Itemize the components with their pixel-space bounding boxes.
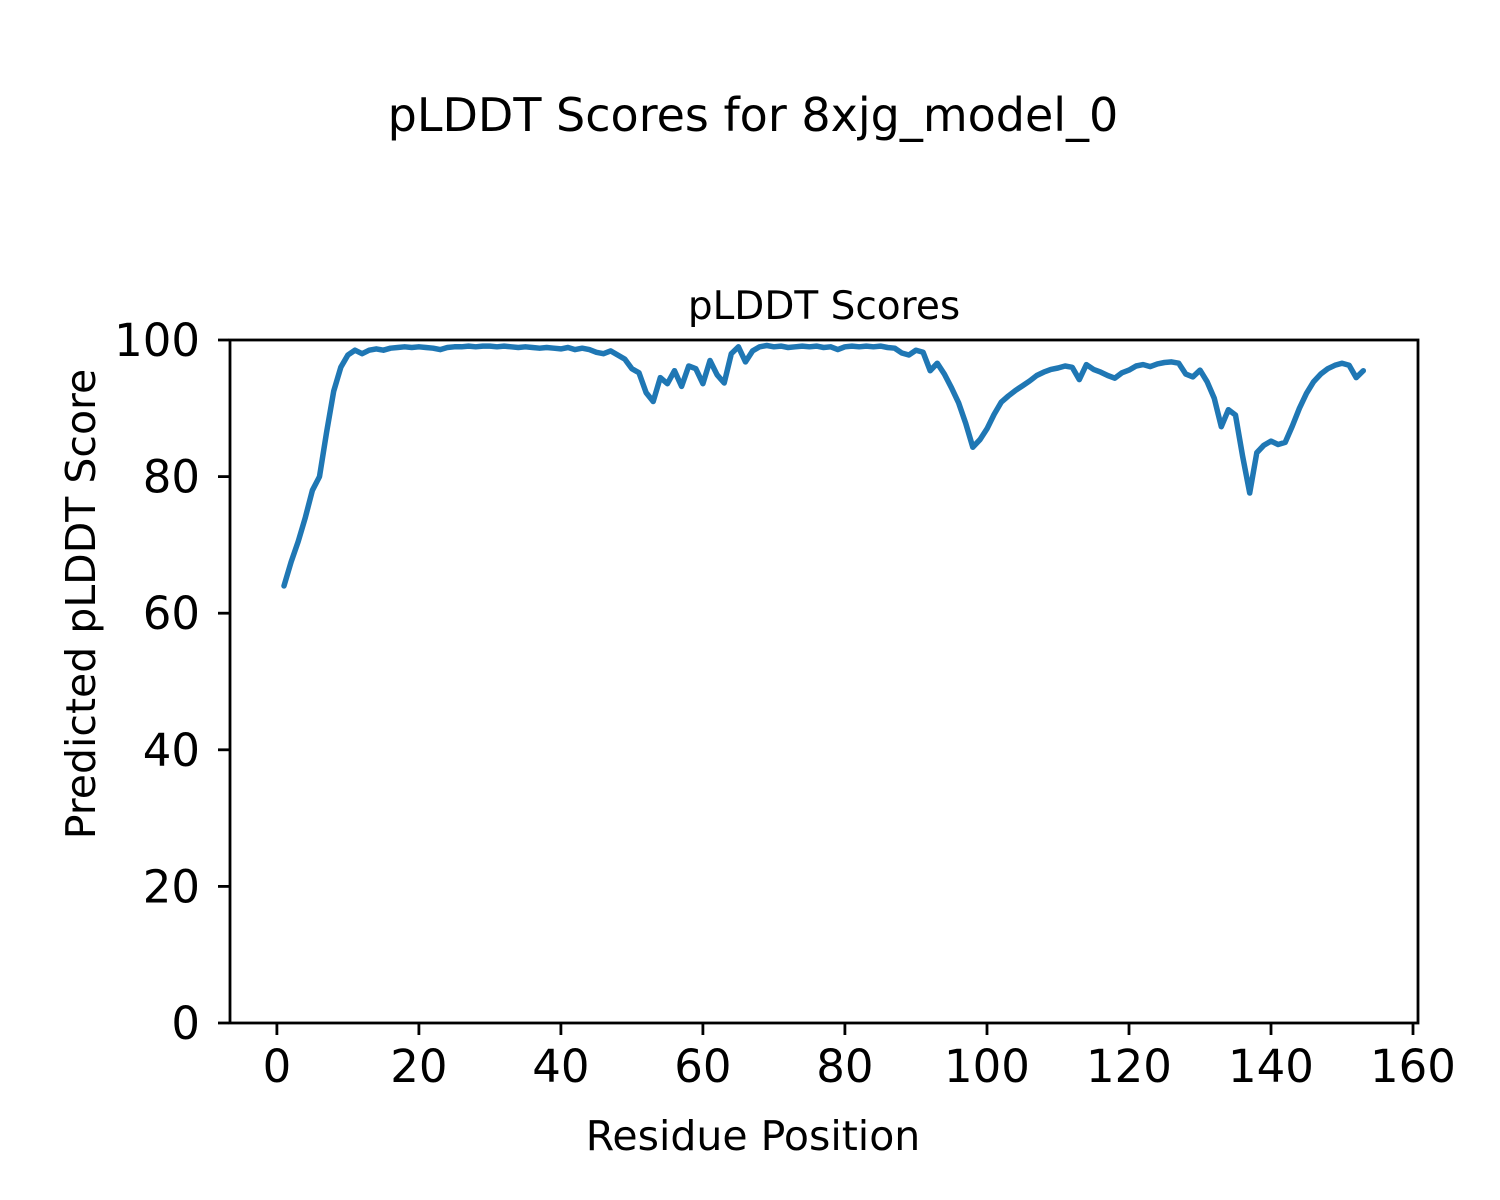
y-tick-label: 60 <box>143 587 200 640</box>
axes-title: pLDDT Scores <box>688 284 960 329</box>
axes-frame <box>228 338 1420 1025</box>
plddt-line <box>281 342 1367 589</box>
y-axis-ticks: 0 20 40 60 80 100 <box>114 314 229 1050</box>
y-tick-label: 80 <box>143 451 200 504</box>
x-tick-label: 60 <box>674 1040 731 1093</box>
x-tick-label: 80 <box>816 1040 873 1093</box>
figure-title: pLDDT Scores for 8xjg_model_0 <box>388 88 1119 142</box>
x-tick-label: 140 <box>1228 1040 1314 1093</box>
y-tick-label: 40 <box>143 724 200 777</box>
x-axis-label: Residue Position <box>586 1112 921 1160</box>
x-tick-label: 160 <box>1370 1040 1456 1093</box>
x-tick-label: 120 <box>1086 1040 1172 1093</box>
x-tick-label: 100 <box>944 1040 1030 1093</box>
x-tick-label: 0 <box>263 1040 292 1093</box>
x-axis-ticks: 0 20 40 60 80 100 120 140 160 <box>263 1024 1456 1093</box>
y-tick-label: 0 <box>171 997 200 1050</box>
y-tick-label: 100 <box>114 314 200 367</box>
y-tick-label: 20 <box>143 860 200 913</box>
x-tick-label: 20 <box>390 1040 447 1093</box>
x-tick-label: 40 <box>532 1040 589 1093</box>
y-axis-label: Predicted pLDDT Score <box>57 369 105 839</box>
